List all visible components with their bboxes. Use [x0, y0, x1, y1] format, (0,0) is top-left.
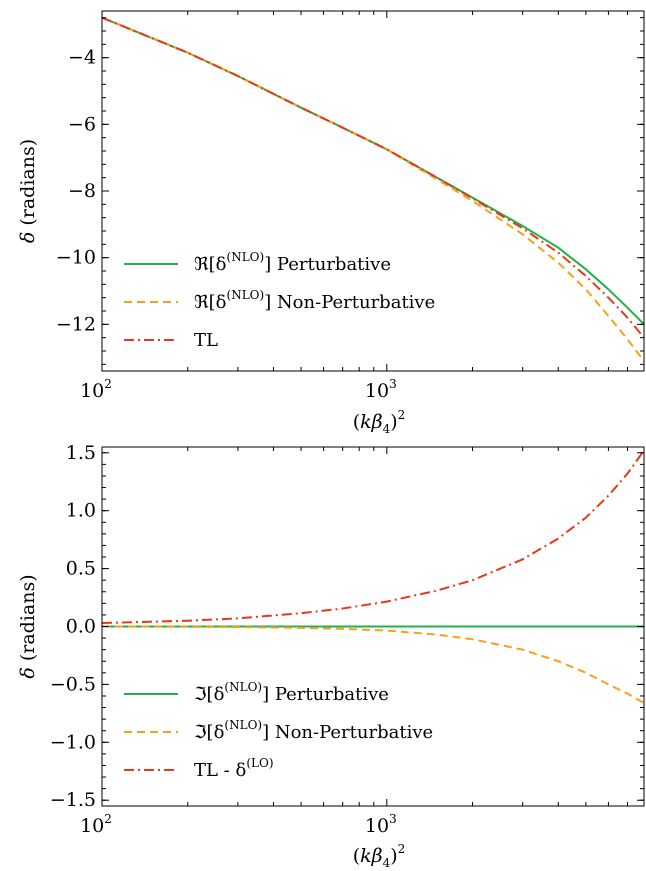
legend-label-2: ℑ[δ(NLO)] Non-Perturbative	[194, 718, 433, 743]
y-tick-label: 1.0	[66, 500, 96, 522]
x-tick-label: 102	[80, 377, 112, 402]
y-tick-label: −4	[68, 47, 96, 69]
series-line-1	[102, 16, 644, 326]
legend-label-3: TL	[194, 330, 218, 351]
legend-label-1: ℜ[δ(NLO)] Perturbative	[194, 250, 391, 275]
y-axis-label: δ (radians)	[17, 139, 39, 243]
series-line-2	[102, 16, 644, 362]
x-tick-label: 102	[80, 812, 112, 837]
series-line-3	[102, 16, 644, 339]
legend-label-1: ℑ[δ(NLO)] Perturbative	[194, 680, 389, 705]
y-tick-label: −6	[68, 113, 96, 135]
plot-frame	[101, 10, 645, 372]
y-axis-label: δ (radians)	[17, 574, 39, 678]
chart-panel-bottom: 102 103 −1.5 −1.0 −0.5 0.0 0.5 1.0 1.5 (kβ4)2 δ (r…	[17, 442, 645, 870]
series-line-3	[102, 449, 644, 625]
x-tick-label: 103	[365, 812, 397, 837]
legend: ℜ[δ(NLO)] Perturbative ℜ[δ(NLO)] Non-Pert…	[124, 250, 435, 351]
y-tick-label: −8	[68, 180, 96, 202]
y-tick-label: −10	[56, 247, 96, 269]
x-tick-label: 103	[365, 377, 397, 402]
y-tick-label: −1.5	[50, 789, 96, 811]
series-line-2	[102, 625, 644, 704]
y-tick-label: −1.0	[50, 731, 96, 753]
y-tick-label: 0.0	[66, 616, 96, 638]
legend-label-2: ℜ[δ(NLO)] Non-Perturbative	[194, 288, 435, 313]
y-tick-label: 0.5	[66, 558, 96, 580]
x-axis-label: (kβ4)2	[353, 842, 406, 870]
y-tick-label: 1.5	[66, 442, 96, 464]
y-tick-label: −12	[56, 313, 96, 335]
legend: ℑ[δ(NLO)] Perturbative ℑ[δ(NLO)] Non-Pert…	[124, 680, 433, 781]
x-axis-label: (kβ4)2	[353, 408, 406, 436]
y-tick-label: −0.5	[50, 673, 96, 695]
legend-label-3: TL - δ(LO)	[194, 756, 274, 781]
chart-panel-top: 102 103 −4 −6 −8 −10 −12 (kβ4)2 δ (radians) ℜ[δ(N…	[17, 10, 645, 436]
